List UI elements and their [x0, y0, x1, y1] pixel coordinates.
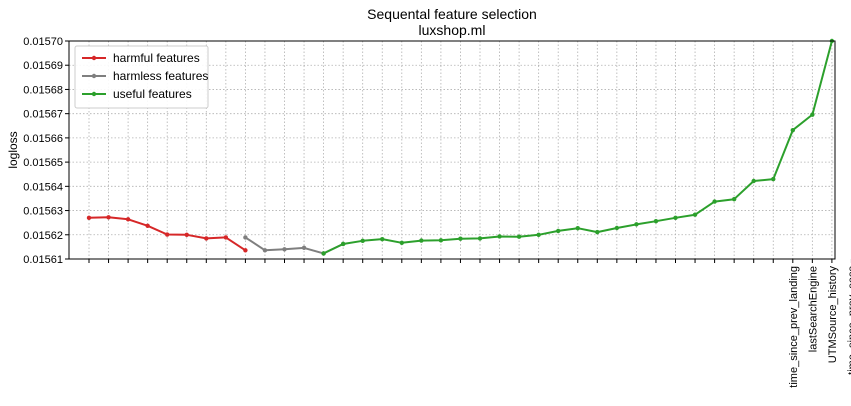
- data-point: [497, 234, 502, 239]
- data-point: [262, 248, 268, 253]
- data-point: [86, 215, 92, 221]
- data-point: [106, 215, 111, 220]
- y-tick-label: 0.01570: [23, 36, 63, 48]
- data-point: [282, 247, 287, 252]
- data-point: [692, 212, 698, 217]
- data-point: [536, 232, 541, 237]
- data-point: [634, 222, 639, 227]
- legend-marker: [91, 55, 97, 61]
- series-layer: [86, 38, 835, 256]
- legend-label: harmless features: [113, 69, 208, 83]
- data-point: [125, 217, 131, 222]
- y-tick-label: 0.01568: [23, 84, 63, 96]
- data-point: [321, 251, 326, 256]
- legend: harmful features harmless features useful …: [74, 45, 209, 109]
- chart-subtitle: luxshop.ml: [419, 22, 486, 38]
- data-point: [673, 215, 678, 221]
- data-point: [751, 178, 756, 184]
- chart-title: Sequental feature selection: [367, 6, 537, 22]
- data-point: [243, 248, 248, 253]
- y-tick-label: 0.01569: [23, 60, 63, 72]
- y-tick-label: 0.01566: [23, 133, 63, 145]
- data-point: [301, 245, 307, 251]
- data-point: [595, 229, 600, 235]
- data-point: [575, 226, 580, 231]
- grid: [69, 40, 835, 260]
- legend-label: useful features: [113, 87, 192, 101]
- y-tick-label: 0.01562: [23, 230, 63, 242]
- data-point: [165, 232, 170, 237]
- plot-frame: [68, 40, 836, 260]
- data-point: [731, 196, 737, 202]
- data-point: [243, 235, 248, 240]
- data-point: [614, 225, 620, 231]
- data-point: [771, 176, 776, 182]
- y-axis-label: logloss: [6, 131, 20, 168]
- data-point: [653, 219, 659, 224]
- data-point: [204, 236, 209, 241]
- y-tick-label: 0.01567: [23, 109, 63, 121]
- data-point: [360, 238, 365, 244]
- x-tick-label: time_since_prev_landing: [788, 266, 800, 388]
- data-point: [380, 236, 385, 242]
- y-tick-label: 0.01565: [23, 157, 63, 169]
- x-ticks: time_since_prev_landing lastSearchEngine U…: [88, 259, 851, 388]
- legend-box: [74, 45, 209, 109]
- x-tick-label: UTMSource_history: [827, 266, 839, 364]
- data-point: [184, 232, 189, 237]
- data-point: [340, 241, 346, 247]
- x-tick-label: time_since_prev_sess: [846, 266, 851, 375]
- data-point: [399, 240, 404, 245]
- data-point: [223, 235, 229, 240]
- x-tick-label: lastSearchEngine: [807, 266, 819, 352]
- legend-label: harmful features: [113, 51, 200, 65]
- y-tick-label: 0.01564: [23, 181, 63, 193]
- data-point: [458, 236, 463, 241]
- data-point: [516, 234, 522, 239]
- legend-marker: [91, 73, 97, 79]
- legend-marker: [91, 91, 97, 97]
- y-tick-label: 0.01561: [23, 254, 63, 266]
- y-ticks: 0.01561 0.01562 0.01563 0.01564 0.01565 0.015…: [23, 36, 69, 266]
- y-tick-label: 0.01563: [23, 206, 63, 218]
- data-point: [790, 127, 795, 133]
- data-point: [712, 199, 717, 204]
- data-point: [556, 228, 561, 234]
- data-point: [145, 223, 150, 229]
- data-point: [419, 238, 424, 243]
- data-point: [477, 236, 483, 241]
- data-point: [810, 112, 815, 117]
- data-point: [438, 238, 444, 243]
